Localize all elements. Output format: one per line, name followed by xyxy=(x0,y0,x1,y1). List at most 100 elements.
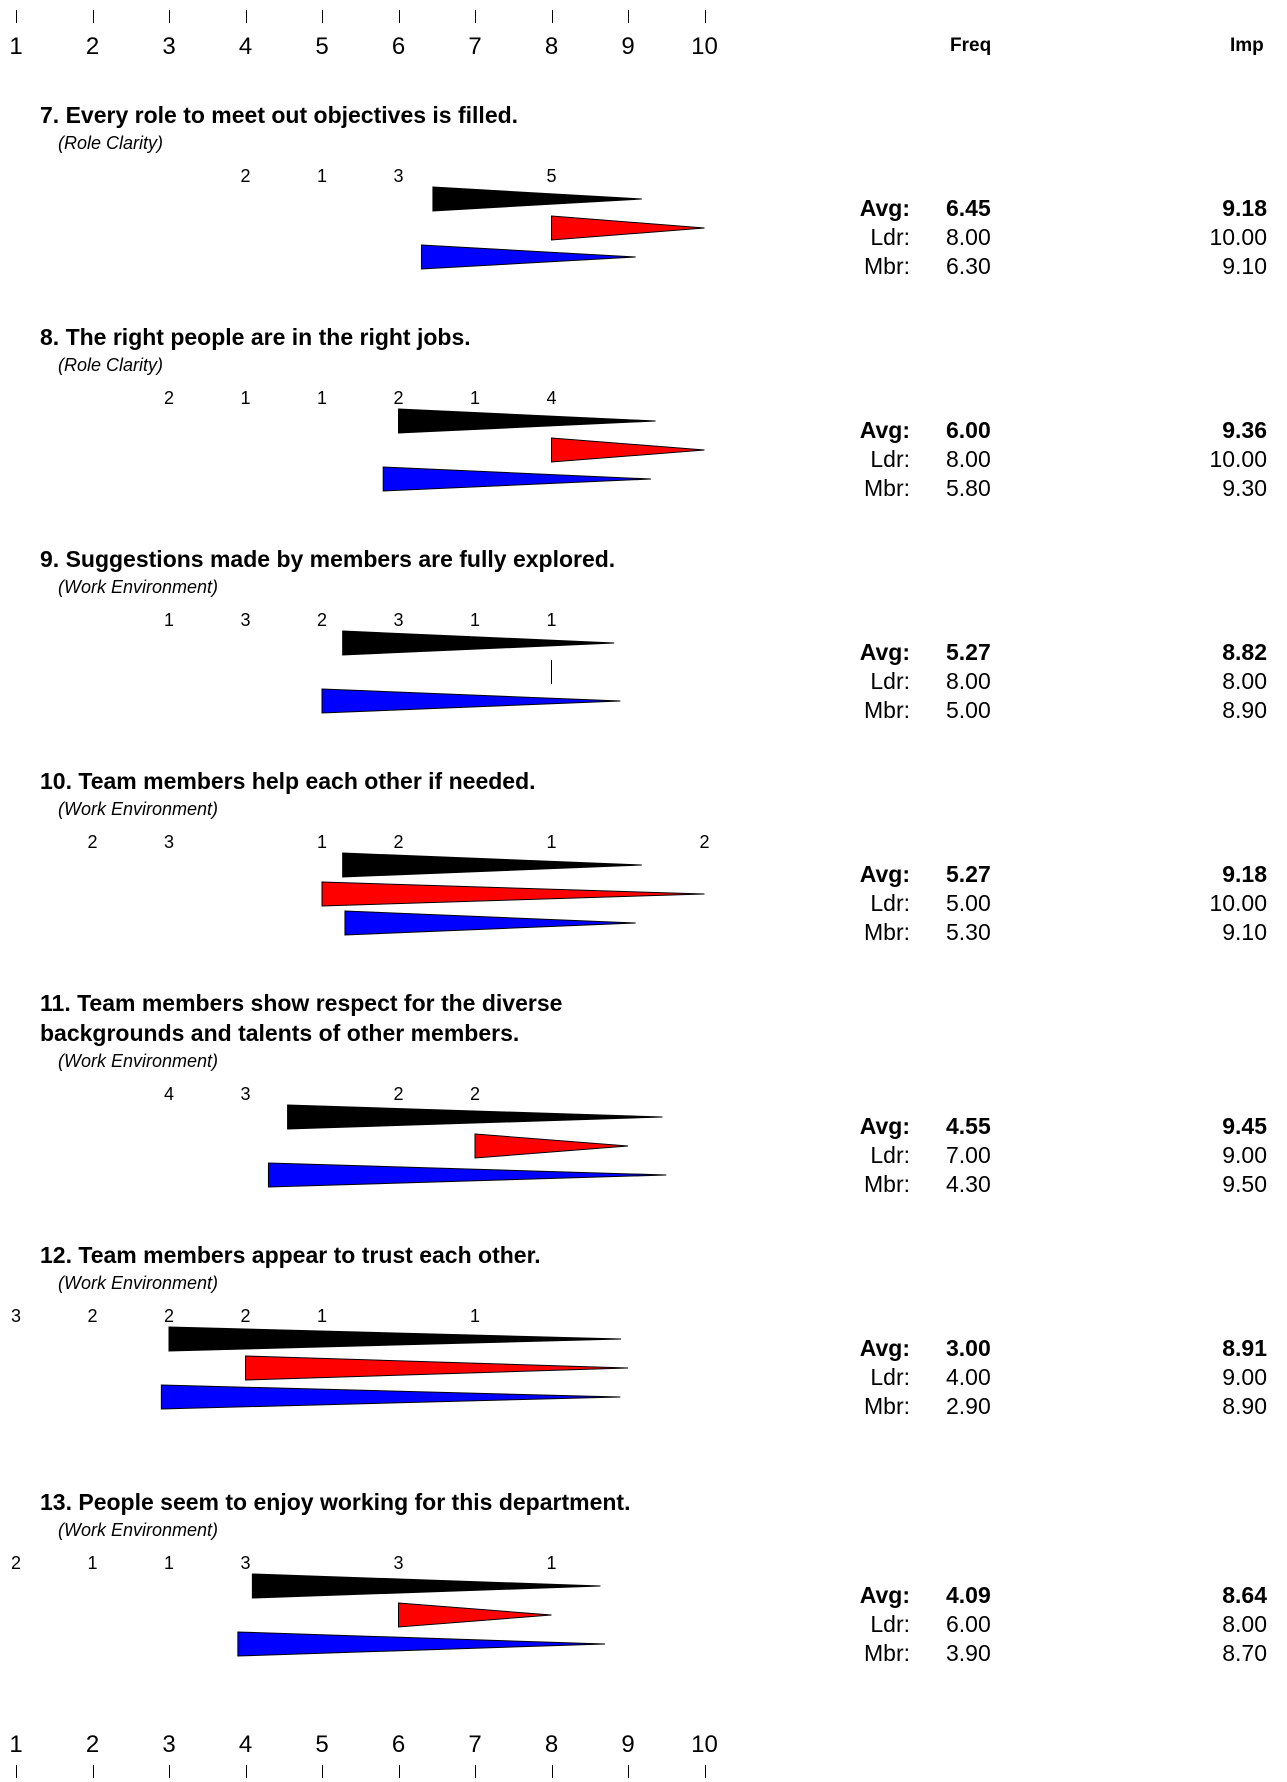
question-title: 7. Every role to meet out objectives is … xyxy=(40,102,519,128)
top-axis-label: 4 xyxy=(238,33,253,60)
top-axis-tick xyxy=(322,10,323,23)
ldr-freq-value: 7.00 xyxy=(946,1142,991,1168)
response-count: 2 xyxy=(10,1553,22,1573)
mbr-imp-value: 9.10 xyxy=(1222,919,1267,945)
mbr-label: Mbr: xyxy=(864,1640,910,1666)
bottom-axis-label: 8 xyxy=(544,1731,559,1758)
question-title: 10. Team members help each other if need… xyxy=(40,768,536,794)
bottom-axis-label: 9 xyxy=(621,1731,635,1758)
response-count: 3 xyxy=(393,166,404,186)
ldr-label: Ldr: xyxy=(870,890,910,916)
bottom-axis-tick xyxy=(169,1765,170,1778)
response-count: 2 xyxy=(163,1306,175,1326)
top-axis-tick xyxy=(245,10,247,23)
ldr-freq-value: 8.00 xyxy=(946,224,991,250)
ldr-imp-value: 10.00 xyxy=(1209,446,1267,472)
mbr-freq-value: 2.90 xyxy=(946,1393,991,1419)
response-count: 1 xyxy=(163,610,175,630)
mbr-freq-value: 5.30 xyxy=(946,919,991,945)
ldr-wedge xyxy=(474,1133,629,1159)
ldr-label: Ldr: xyxy=(870,1142,910,1168)
avg-imp-value: 9.18 xyxy=(1222,861,1267,887)
mbr-label: Mbr: xyxy=(864,919,910,945)
ldr-label: Ldr: xyxy=(870,1611,910,1637)
top-axis-label: 6 xyxy=(391,33,406,60)
bottom-axis-label: 10 xyxy=(691,1731,718,1758)
mbr-label: Mbr: xyxy=(864,253,910,279)
avg-wedge xyxy=(168,1326,622,1352)
bottom-axis-tick xyxy=(16,1765,17,1778)
top-axis-label: 7 xyxy=(468,33,482,60)
avg-imp-value: 9.36 xyxy=(1222,417,1267,443)
response-count: 2 xyxy=(316,610,328,630)
ldr-freq-value: 5.00 xyxy=(946,890,991,916)
ldr-freq-value: 4.00 xyxy=(946,1364,991,1390)
ldr-label: Ldr: xyxy=(870,1364,910,1390)
response-count: 3 xyxy=(10,1306,22,1326)
bottom-axis-label: 5 xyxy=(315,1731,329,1758)
response-count: 2 xyxy=(87,1306,98,1326)
mbr-imp-value: 9.30 xyxy=(1222,475,1267,501)
ldr-imp-value: 10.00 xyxy=(1209,890,1267,916)
mbr-wedge xyxy=(237,1631,606,1657)
response-count: 3 xyxy=(240,1553,251,1573)
response-count: 1 xyxy=(546,1553,557,1573)
mbr-wedge xyxy=(267,1162,667,1188)
response-count: 1 xyxy=(316,832,328,852)
response-count: 1 xyxy=(163,1553,175,1573)
bottom-axis-tick xyxy=(551,1765,553,1778)
top-axis-tick xyxy=(16,10,17,23)
response-count: 3 xyxy=(163,832,175,852)
avg-imp-value: 8.64 xyxy=(1222,1582,1267,1608)
imp-column-header: Imp xyxy=(1230,35,1264,56)
response-count: 2 xyxy=(393,388,404,408)
ldr-wedge xyxy=(398,1602,552,1628)
ldr-freq-value: 8.00 xyxy=(946,668,991,694)
top-axis-tick xyxy=(628,10,629,23)
top-axis-label: 5 xyxy=(315,33,329,60)
avg-label: Avg: xyxy=(859,1582,910,1608)
question-category: (Role Clarity) xyxy=(58,355,164,375)
bottom-axis-tick xyxy=(322,1765,323,1778)
response-count: 1 xyxy=(469,388,481,408)
response-count: 1 xyxy=(240,388,251,408)
avg-freq-value: 3.00 xyxy=(946,1335,991,1361)
bottom-axis-tick xyxy=(628,1765,629,1778)
ldr-imp-value: 10.00 xyxy=(1209,224,1267,250)
mbr-freq-value: 6.30 xyxy=(946,253,991,279)
avg-freq-value: 4.55 xyxy=(946,1113,991,1139)
top-axis-tick xyxy=(704,10,706,23)
top-axis-tick xyxy=(551,10,553,23)
ldr-imp-value: 9.00 xyxy=(1222,1364,1267,1390)
avg-wedge xyxy=(342,852,642,878)
top-axis-label: 2 xyxy=(85,33,100,60)
bottom-axis-tick xyxy=(92,1765,94,1778)
response-count: 3 xyxy=(240,1084,251,1104)
response-count: 2 xyxy=(469,1084,481,1104)
bottom-axis-label: 7 xyxy=(468,1731,482,1758)
response-count: 3 xyxy=(240,610,251,630)
mbr-freq-value: 5.80 xyxy=(946,475,991,501)
mbr-wedge xyxy=(382,466,651,492)
ldr-imp-value: 8.00 xyxy=(1222,1611,1267,1637)
bottom-axis-label: 1 xyxy=(9,1731,23,1758)
response-count: 1 xyxy=(316,1306,328,1326)
ldr-wedge xyxy=(321,881,705,907)
top-axis-label: 3 xyxy=(162,33,176,60)
response-count: 1 xyxy=(316,388,328,408)
bottom-axis-tick xyxy=(475,1765,476,1778)
ldr-label: Ldr: xyxy=(870,224,910,250)
avg-freq-value: 6.00 xyxy=(946,417,991,443)
mbr-imp-value: 8.90 xyxy=(1222,697,1267,723)
avg-freq-value: 5.27 xyxy=(946,861,991,887)
bottom-axis-tick xyxy=(704,1765,706,1778)
mbr-wedge xyxy=(160,1384,621,1410)
mbr-imp-value: 8.70 xyxy=(1222,1640,1267,1666)
bottom-axis-tick xyxy=(398,1765,400,1778)
mbr-freq-value: 4.30 xyxy=(946,1171,991,1197)
avg-freq-value: 5.27 xyxy=(946,639,991,665)
top-axis-tick xyxy=(169,10,170,23)
avg-freq-value: 6.45 xyxy=(946,195,991,221)
avg-label: Avg: xyxy=(859,1335,910,1361)
ldr-imp-value: 9.00 xyxy=(1222,1142,1267,1168)
